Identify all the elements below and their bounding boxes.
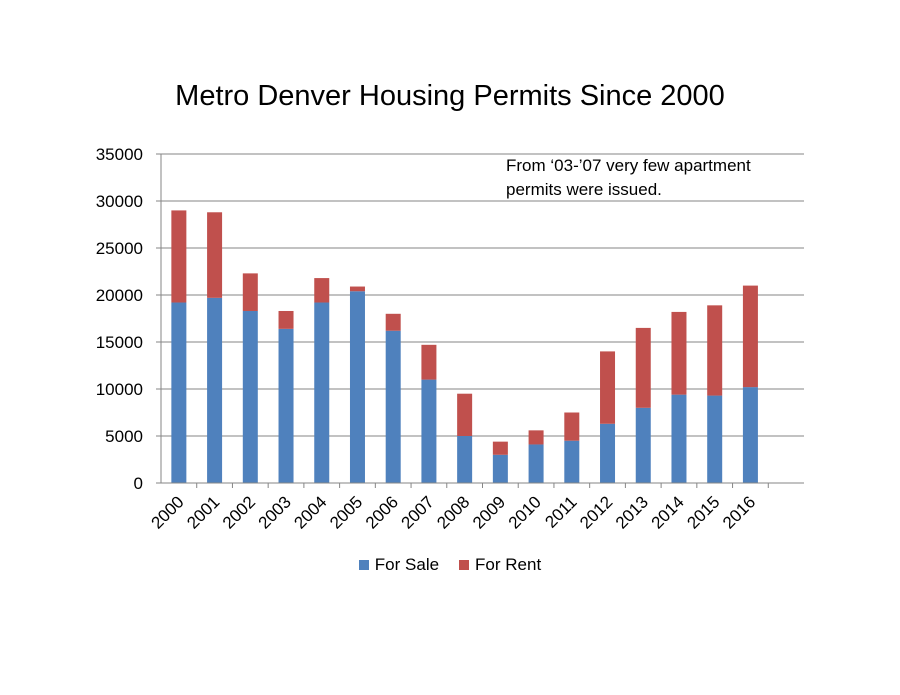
bar-for-rent-2003 — [278, 310, 294, 329]
x-tick-label: 2004 — [290, 492, 330, 532]
x-tick-label: 2001 — [183, 492, 223, 532]
bar-for-rent-2010 — [528, 430, 544, 445]
legend-swatch-for-rent — [459, 560, 470, 570]
legend-swatch-for-sale — [358, 560, 369, 570]
bar-for-sale-2015 — [707, 395, 723, 483]
bar-for-rent-2013 — [635, 327, 651, 408]
x-tick-label: 2011 — [541, 492, 580, 531]
legend: For Sale For Rent — [0, 555, 900, 575]
bar-for-sale-2003 — [278, 328, 294, 483]
bar-for-rent-2005 — [349, 286, 365, 292]
y-tick-label: 30000 — [96, 192, 143, 211]
bar-for-sale-2007 — [421, 379, 437, 483]
bar-for-rent-2004 — [314, 278, 330, 303]
bar-for-sale-2000 — [171, 302, 187, 483]
bar-for-rent-2012 — [600, 351, 616, 424]
gridlines — [161, 153, 804, 437]
y-tick-label: 15000 — [96, 333, 143, 352]
bar-for-rent-2002 — [242, 273, 258, 311]
y-tick-label: 35000 — [96, 145, 143, 164]
bar-for-sale-2010 — [528, 444, 544, 483]
bar-for-sale-2006 — [385, 330, 401, 483]
bar-for-rent-2008 — [457, 393, 473, 436]
x-tick-label: 2007 — [398, 492, 438, 532]
bar-for-sale-2002 — [242, 310, 258, 483]
x-tick-label: 2014 — [648, 492, 688, 532]
y-tick-label: 20000 — [96, 286, 143, 305]
bar-for-rent-2000 — [171, 210, 187, 303]
bar-for-sale-2005 — [349, 291, 365, 483]
x-tick-label: 2003 — [255, 492, 295, 532]
bar-for-sale-2016 — [742, 387, 758, 483]
x-tick-label: 2013 — [612, 492, 652, 532]
x-tick-label: 2012 — [576, 492, 616, 532]
y-tick-label: 0 — [134, 474, 143, 493]
bar-for-sale-2001 — [207, 297, 223, 483]
chart-annotation: From ‘03-’07 very few apartment permits … — [506, 156, 751, 199]
x-tick-label: 2002 — [219, 492, 259, 532]
bar-for-sale-2014 — [671, 394, 687, 483]
legend-item-for-sale: For Sale — [358, 555, 440, 575]
legend-label-for-rent: For Rent — [475, 555, 542, 574]
bar-for-sale-2009 — [492, 454, 508, 483]
x-tick-label: 2005 — [326, 492, 366, 532]
bar-for-rent-2016 — [742, 285, 758, 388]
bars — [171, 210, 758, 483]
x-tick-label: 2015 — [683, 492, 723, 532]
x-tick-label: 2009 — [469, 492, 509, 532]
x-tick-label: 2010 — [505, 492, 545, 532]
x-tick-label: 2006 — [362, 492, 402, 532]
bar-for-sale-2013 — [635, 407, 651, 483]
bar-for-sale-2011 — [564, 440, 580, 483]
chart-title: Metro Denver Housing Permits Since 2000 — [175, 80, 725, 112]
bar-for-rent-2006 — [385, 313, 401, 331]
bar-for-rent-2015 — [707, 305, 723, 396]
y-tick-label: 10000 — [96, 380, 143, 399]
bar-for-rent-2007 — [421, 344, 437, 380]
bar-for-sale-2008 — [457, 436, 473, 483]
x-tick-labels: 2000200120022003200420052006200720082009… — [148, 492, 760, 532]
bar-for-rent-2001 — [207, 212, 223, 298]
bar-for-rent-2011 — [564, 412, 580, 441]
x-tick-label: 2016 — [719, 492, 759, 532]
bar-for-rent-2009 — [492, 441, 508, 455]
x-tick-label: 2008 — [433, 492, 473, 532]
legend-label-for-sale: For Sale — [374, 555, 440, 574]
y-tick-labels: 0 5000 10000 15000 20000 25000 30000 35000 — [96, 145, 143, 493]
axes — [156, 153, 804, 488]
y-tick-label: 5000 — [105, 427, 143, 446]
x-tick-label: 2000 — [148, 492, 188, 532]
bar-for-sale-2012 — [600, 423, 616, 483]
bar-for-sale-2004 — [314, 302, 330, 483]
bar-for-rent-2014 — [671, 311, 687, 395]
y-tick-label: 25000 — [96, 239, 143, 258]
legend-item-for-rent: For Rent — [459, 555, 541, 575]
